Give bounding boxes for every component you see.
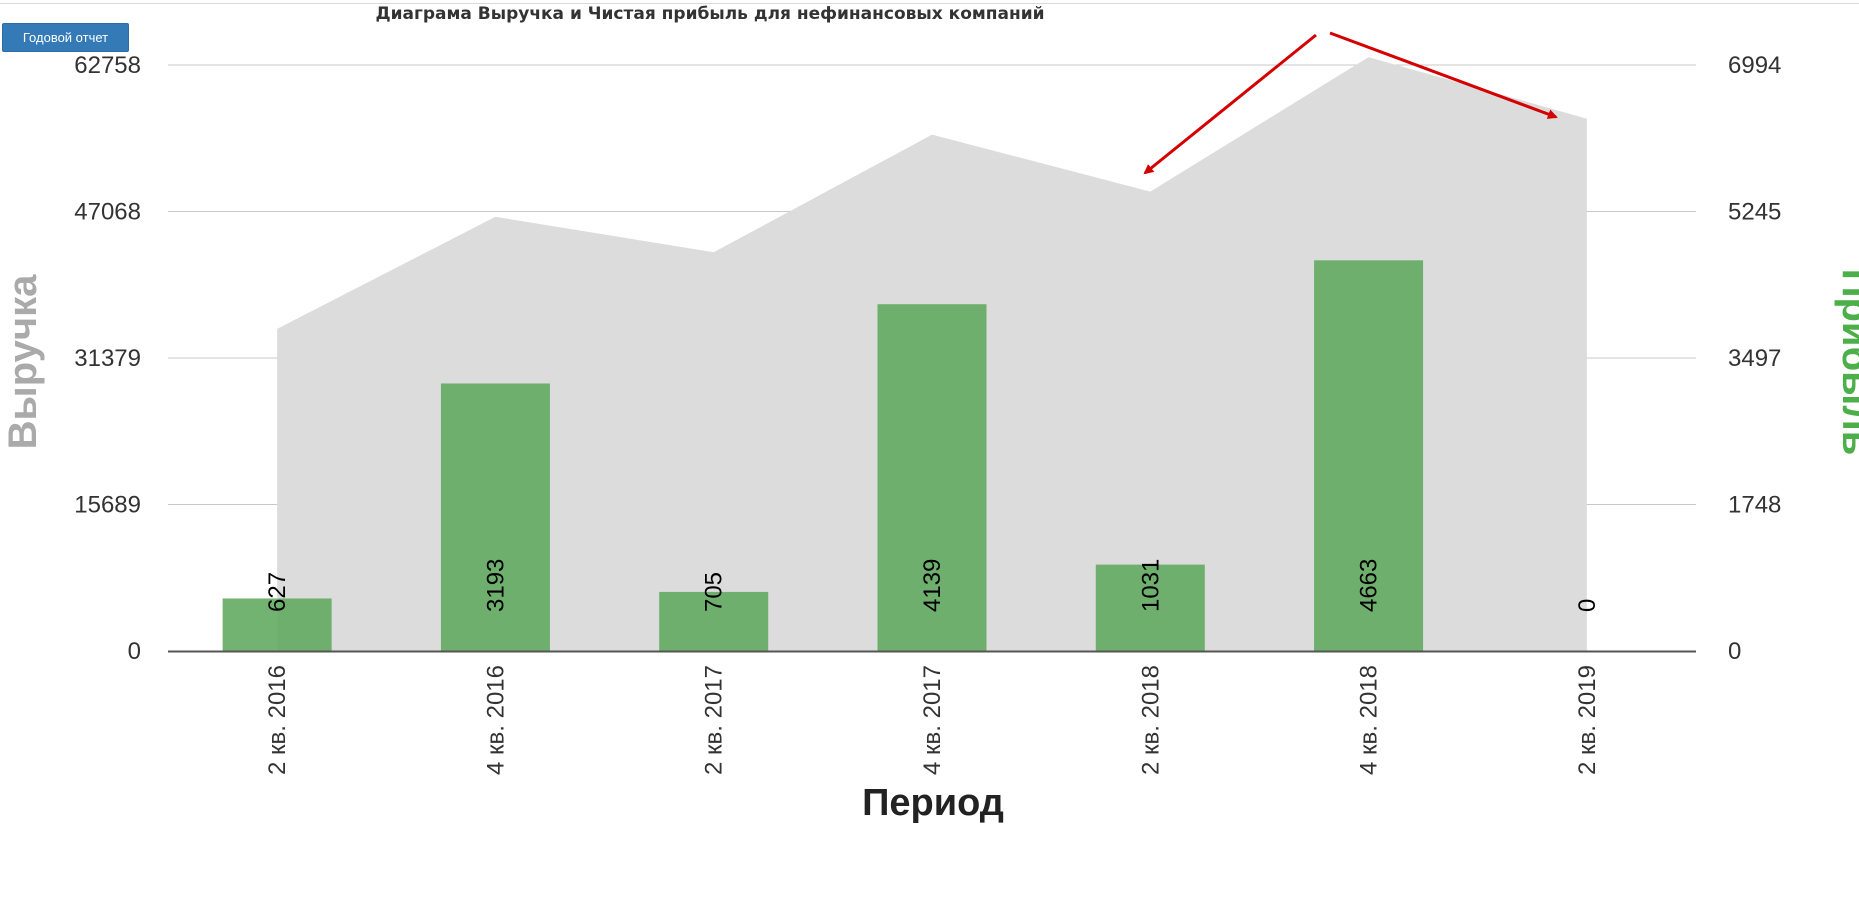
right-tick-label: 3497	[1728, 345, 1781, 372]
profit-data-label: 0	[1574, 599, 1601, 612]
profit-data-label: 705	[701, 572, 728, 612]
left-tick-label: 31379	[74, 345, 141, 372]
profit-data-label: 627	[264, 572, 291, 612]
left-tick-label: 15689	[74, 492, 141, 519]
annotation-arrows	[1143, 31, 1558, 175]
annotation-arrow-left	[1143, 33, 1317, 175]
category-label: 2 кв. 2018	[1137, 665, 1164, 775]
top-divider	[0, 3, 1859, 4]
profit-bar	[659, 591, 769, 651]
annotation-arrow-right	[1329, 31, 1558, 119]
right-tick-label: 5245	[1728, 199, 1781, 226]
right-axis-title: Прибыль	[1834, 269, 1859, 456]
profit-data-label: 4663	[1356, 559, 1383, 612]
annual-report-button[interactable]: Годовой отчет	[2, 23, 129, 52]
left-tick-label: 0	[128, 638, 141, 665]
profit-data-label: 3193	[482, 559, 509, 612]
x-axis-title: Период	[862, 782, 1004, 824]
profit-bar	[222, 598, 332, 651]
category-label: 4 кв. 2017	[919, 665, 946, 775]
profit-bar	[1314, 260, 1424, 651]
right-tick-label: 1748	[1728, 492, 1781, 519]
left-axis-title: Выручка	[1, 274, 45, 449]
profit-data-label: 1031	[1137, 559, 1164, 612]
chart-title: Диаграма Выручка и Чистая прибыль для не…	[375, 4, 1044, 24]
category-label: 4 кв. 2018	[1356, 665, 1383, 775]
profit-bar	[440, 383, 550, 651]
profit-data-label: 4139	[919, 559, 946, 612]
left-tick-label: 47068	[74, 199, 141, 226]
axis-layer: 0 15689 31379 47068 62758 0 1748 3497 5245 6994	[74, 52, 1781, 665]
profit-bar	[1095, 564, 1205, 651]
profit-bar	[877, 304, 987, 651]
left-tick-label: 62758	[74, 52, 141, 79]
category-label: 2 кв. 2019	[1574, 665, 1601, 775]
profit-bar-layer	[222, 260, 1424, 651]
category-label: 2 кв. 2017	[701, 665, 728, 775]
data-label-layer: 627 3193 705 4139 1031 4663 0 2 кв. 2016 4 кв. 2…	[264, 559, 1601, 775]
right-tick-label: 0	[1728, 638, 1741, 665]
category-label: 2 кв. 2016	[264, 665, 291, 775]
category-label: 4 кв. 2016	[482, 665, 509, 775]
right-tick-label: 6994	[1728, 52, 1781, 79]
